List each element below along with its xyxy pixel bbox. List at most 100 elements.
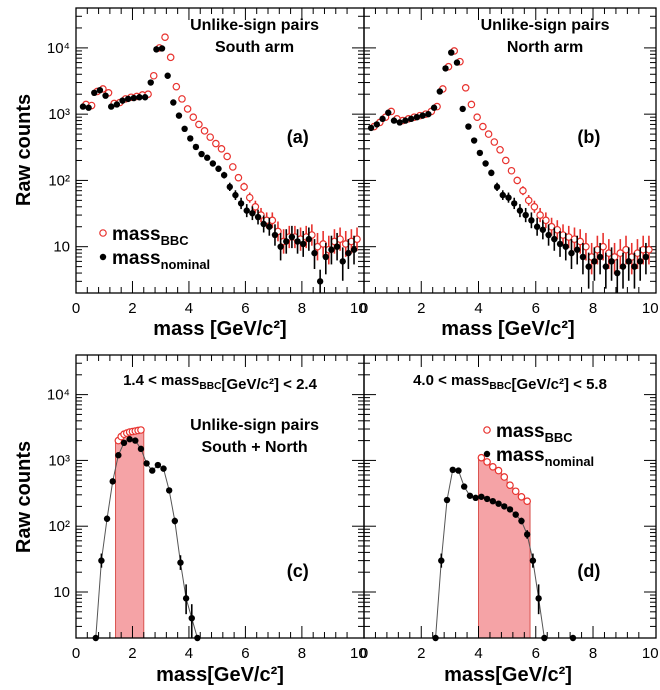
bbc-point [489, 462, 497, 471]
bbc-point [536, 211, 544, 219]
nominal-point [220, 171, 228, 179]
x-tick-label: 4 [474, 300, 482, 317]
nominal-point [619, 263, 627, 270]
y-tick-label: 10 [53, 584, 70, 601]
legend-nominal-marker [483, 450, 491, 458]
x-tick-label: 8 [298, 300, 306, 317]
nominal-point [333, 243, 341, 250]
nominal-point [642, 253, 650, 261]
bbc-point [517, 492, 526, 501]
x-tick-label: 2 [128, 300, 136, 317]
bbc-point [523, 497, 531, 505]
legend-nominal-label: massnominal [112, 248, 210, 272]
nominal-point [98, 557, 105, 564]
x-tick-label: 6 [532, 300, 540, 317]
nominal-point [143, 460, 150, 467]
nominal-point [556, 240, 564, 248]
nominal-point [574, 246, 581, 253]
nominal-point [478, 493, 485, 500]
x-tick-label: 8 [589, 645, 597, 662]
nominal-point [506, 506, 514, 513]
nominal-point [608, 258, 615, 265]
nominal-point [103, 515, 111, 522]
nominal-point [209, 160, 217, 167]
nominal-point [385, 109, 392, 116]
annotation-text: Unlike-sign pairs [190, 17, 319, 34]
nominal-point [181, 125, 188, 133]
nominal-point [170, 99, 177, 106]
nominal-point [470, 137, 478, 144]
bbc-point [195, 120, 203, 129]
y-tick-label: 10² [48, 172, 70, 189]
x-tick-label: 4 [185, 645, 193, 662]
nominal-point [316, 278, 324, 285]
nominal-point [569, 634, 577, 642]
nominal-point [92, 634, 99, 642]
nominal-point [283, 238, 290, 245]
nominal-point [85, 104, 92, 111]
legend-bbc-label: massBBC [496, 421, 573, 445]
nominal-point [237, 200, 245, 207]
bbc-point [496, 145, 504, 154]
bbc-point [513, 176, 522, 185]
x-axis-title: mass [GeV/c²] [153, 318, 286, 340]
bbc-point [530, 202, 539, 211]
nominal-point [328, 246, 335, 253]
x-tick-label: 8 [589, 300, 597, 317]
y-axis-title: Raw counts [13, 441, 35, 553]
y-tick-label: 10² [48, 518, 70, 535]
bbc-point [479, 122, 487, 131]
bbc-series [370, 47, 653, 275]
nominal-point [260, 220, 267, 228]
nominal-point [539, 226, 547, 233]
bbc-point [484, 130, 493, 138]
panel-a: 0 2 4 6 8 10 10 10² 10³ 10⁴ (a) Unlike-sign pairs So… [47, 7, 367, 317]
bbc-point [490, 138, 499, 146]
y-tick-label: 10⁴ [47, 387, 70, 404]
nominal-point [373, 121, 381, 128]
nominal-point [204, 154, 211, 161]
nominal-point [126, 436, 133, 443]
nominal-point [226, 183, 233, 191]
nominal-point [585, 263, 592, 270]
bbc-point [161, 33, 169, 42]
nominal-point [182, 595, 190, 602]
nominal-point [499, 191, 506, 199]
nominal-point [465, 123, 472, 130]
nominal-point [396, 119, 403, 126]
nominal-point [442, 65, 449, 72]
selection-band [478, 457, 531, 639]
x-tick-label: 10 [350, 300, 367, 317]
panel-label: (d) [577, 561, 600, 581]
nominal-point [165, 487, 173, 494]
nominal-series [432, 466, 577, 642]
x-tick-label: 6 [241, 645, 249, 662]
nominal-point [443, 496, 451, 504]
bbc-point [500, 473, 509, 481]
legend-bbc-label: massBBC [112, 224, 189, 248]
nominal-point [522, 211, 529, 219]
nominal-point [254, 213, 262, 221]
nominal-point [345, 249, 352, 257]
nominal-point [425, 110, 432, 118]
nominal-point [541, 634, 548, 642]
bbc-point [223, 152, 231, 161]
bbc-point [511, 487, 520, 496]
panel-c: 0 2 4 6 8 10 10 10² 10³ 10⁴ (c) Unlike-sign pairs So… [47, 354, 367, 662]
nominal-point [413, 113, 421, 121]
bbc-point [506, 481, 514, 490]
x-tick-label: 0 [360, 645, 368, 662]
nominal-point [614, 269, 621, 277]
x-tick-label: 4 [474, 645, 482, 662]
plot-frame [363, 7, 657, 294]
bbc-series [114, 426, 145, 445]
nominal-point [631, 263, 638, 270]
bbc-point [501, 156, 510, 165]
nominal-point [194, 634, 201, 642]
nominal-point [466, 492, 474, 499]
cut-label: 4.0 < massBBC[GeV/c²] < 5.8 [413, 372, 607, 393]
nominal-point [523, 531, 531, 538]
bbc-point [240, 183, 248, 191]
nominal-point [511, 200, 518, 207]
